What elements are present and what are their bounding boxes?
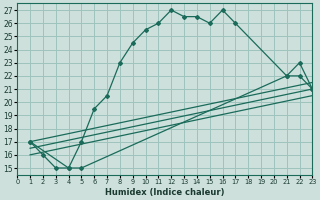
X-axis label: Humidex (Indice chaleur): Humidex (Indice chaleur) <box>105 188 225 197</box>
